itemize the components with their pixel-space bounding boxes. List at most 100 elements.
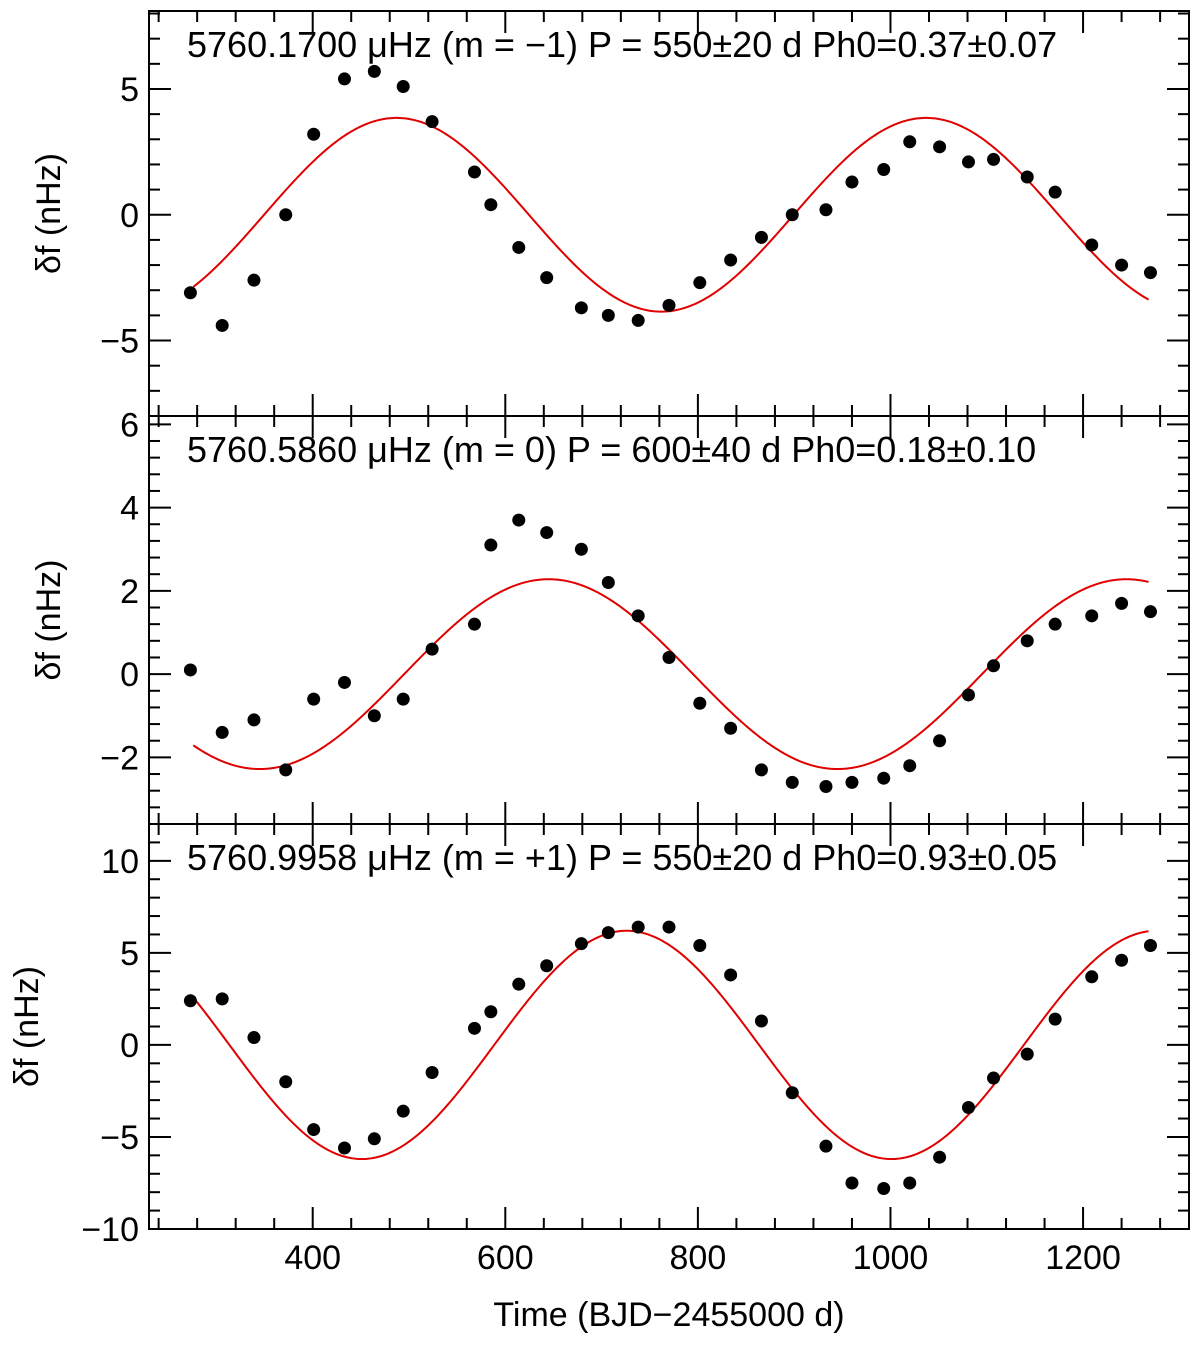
data-point (215, 725, 229, 739)
data-point (512, 240, 526, 254)
data-point (1085, 609, 1099, 623)
data-point (307, 127, 321, 141)
data-point (961, 155, 975, 169)
data-point (693, 696, 707, 710)
data-point (1115, 596, 1129, 610)
data-point (662, 920, 676, 934)
x-tick-label: 400 (284, 1239, 341, 1277)
y-tick-label: 10 (101, 843, 139, 881)
data-point (754, 1014, 768, 1028)
data-point (601, 926, 615, 940)
data-point (425, 115, 439, 129)
data-point (693, 276, 707, 290)
data-point (845, 1176, 859, 1190)
data-point (1143, 266, 1157, 280)
data-point (484, 538, 498, 552)
y-tick-label: 2 (120, 573, 139, 611)
y-tick-label: −5 (100, 1119, 139, 1157)
y-tick-label: −2 (100, 739, 139, 777)
data-point (183, 286, 197, 300)
data-point (877, 771, 891, 785)
y-axis-label: δf (nHz) (30, 153, 68, 274)
data-point (987, 659, 1001, 673)
data-point (1020, 634, 1034, 648)
data-point (425, 642, 439, 656)
data-point (279, 208, 293, 222)
data-point (183, 994, 197, 1008)
data-point (215, 992, 229, 1006)
data-point (279, 763, 293, 777)
data-point (693, 939, 707, 952)
data-point (1115, 953, 1129, 967)
x-tick-label: 600 (477, 1239, 534, 1277)
data-point (337, 72, 351, 86)
x-axis-label: Time (BJD−2455000 d) (493, 1296, 844, 1334)
data-point (1048, 1012, 1062, 1026)
data-point (396, 692, 410, 706)
data-point (903, 1176, 917, 1190)
y-tick-label: −5 (100, 323, 139, 361)
panel-frame (148, 415, 1190, 825)
data-point (367, 1132, 381, 1146)
data-point (337, 675, 351, 689)
data-point (540, 271, 554, 285)
data-point (467, 617, 481, 631)
y-axis-label: δf (nHz) (8, 966, 46, 1087)
data-point (425, 1066, 439, 1080)
panel-2: −2 0 2 4 6 δf (nHz) 5760.5860 μHz (m = 0) P = … (30, 406, 1190, 825)
data-point (785, 1086, 799, 1100)
x-tick-label: 1000 (853, 1239, 929, 1277)
panel-frame (148, 823, 1190, 1230)
data-point (1048, 617, 1062, 631)
data-point (662, 650, 676, 664)
data-point (1143, 939, 1157, 952)
data-point (467, 165, 481, 179)
data-point (933, 734, 947, 748)
data-point (337, 1141, 351, 1155)
data-point (467, 1021, 481, 1035)
data-point (819, 780, 833, 794)
data-point (845, 175, 859, 189)
y-tick-label: −10 (81, 1211, 139, 1249)
data-point (877, 162, 891, 176)
y-tick-label: 6 (120, 406, 139, 444)
data-point (183, 663, 197, 677)
panel-title: 5760.5860 μHz (m = 0) P = 600±40 d Ph0=0… (187, 429, 1036, 470)
data-point (1143, 605, 1157, 619)
data-point (307, 1123, 321, 1137)
fit-curve (192, 116, 1150, 313)
data-point (307, 692, 321, 706)
data-point (662, 298, 676, 312)
y-tick-label: 4 (120, 490, 139, 528)
data-point (367, 709, 381, 723)
data-point (631, 313, 645, 327)
data-point (785, 208, 799, 222)
data-point (601, 576, 615, 590)
data-point (512, 513, 526, 527)
panel-3: −10 −5 0 5 10 400 600 800 1000 1200 δf (nHz) 5760.9… (8, 823, 1190, 1277)
data-point (1085, 238, 1099, 252)
data-point (754, 763, 768, 777)
data-point (631, 609, 645, 623)
y-tick-label: 0 (120, 1027, 139, 1065)
data-point (819, 1139, 833, 1153)
data-point (601, 308, 615, 322)
data-point (574, 937, 588, 951)
y-tick-label: 0 (120, 197, 139, 235)
data-point (215, 318, 229, 332)
data-point (903, 759, 917, 773)
data-point (724, 253, 738, 267)
data-point (1115, 258, 1129, 272)
panel-1: −5 0 5 δf (nHz) 5760.1700 μHz (m = −1) P = 5… (30, 10, 1190, 417)
y-axis-label: δf (nHz) (30, 560, 68, 681)
data-point (247, 273, 261, 287)
data-point (396, 1104, 410, 1118)
data-point (1020, 170, 1034, 184)
data-point (987, 1071, 1001, 1085)
data-point (877, 1182, 891, 1195)
data-point (279, 1075, 293, 1089)
panel-title: 5760.1700 μHz (m = −1) P = 550±20 d Ph0=… (187, 24, 1057, 65)
data-point (819, 203, 833, 217)
data-point (724, 968, 738, 982)
